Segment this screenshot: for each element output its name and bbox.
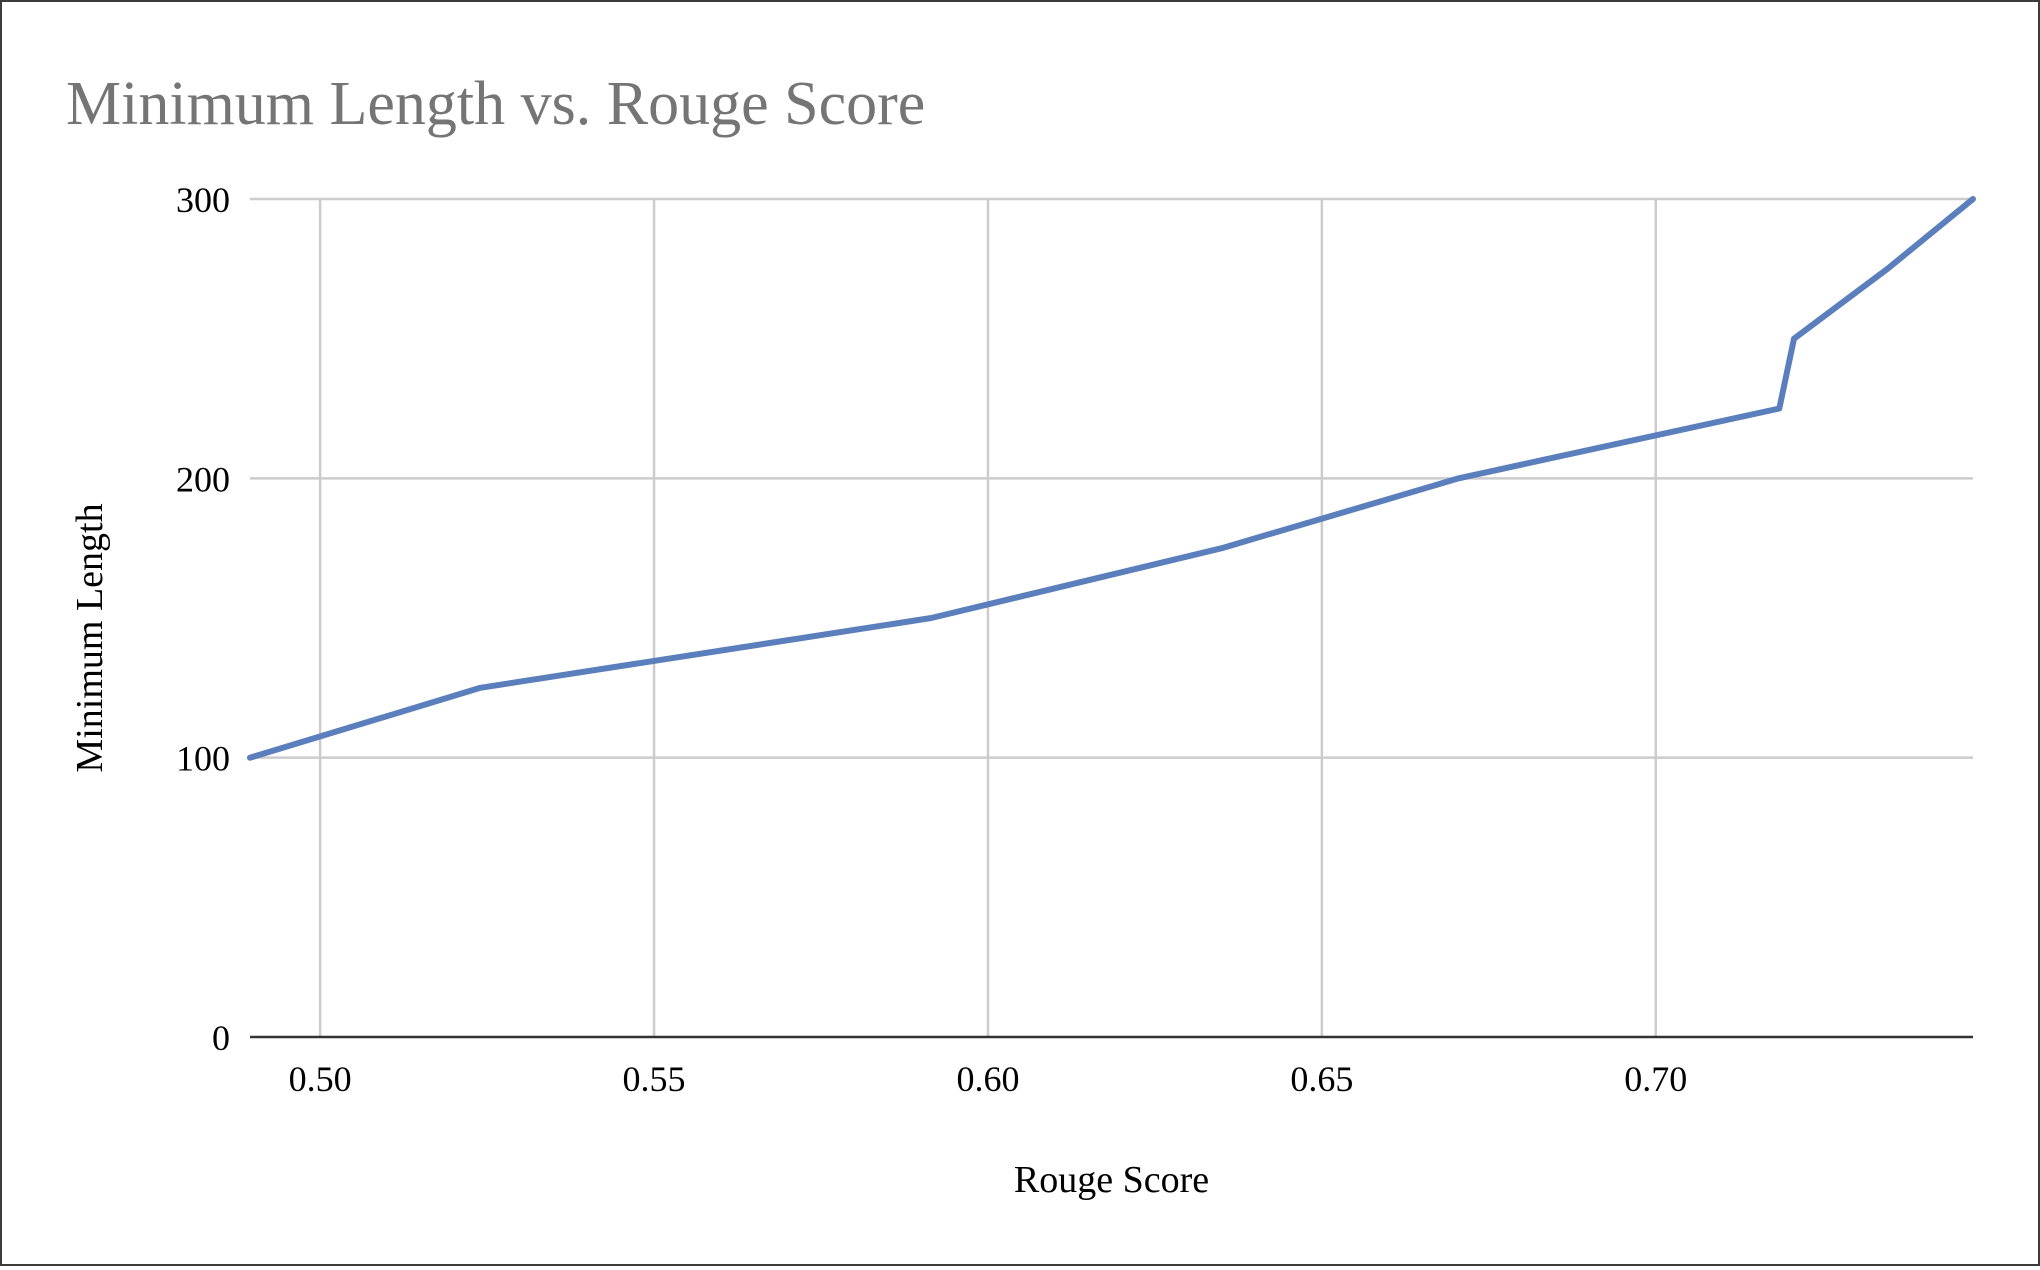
x-tick-label: 0.60	[956, 1059, 1019, 1099]
data-point	[1887, 268, 1888, 269]
y-axis-title: Minimum Length	[69, 503, 111, 772]
y-tick-label: 0	[212, 1018, 230, 1058]
x-tick-label: 0.55	[623, 1059, 686, 1099]
chart-title: Minimum Length vs. Rouge Score	[66, 70, 925, 138]
x-axis-title: Rouge Score	[1014, 1159, 1209, 1201]
data-point	[1794, 338, 1795, 339]
series-line	[247, 196, 1976, 761]
series-group	[247, 196, 1976, 761]
x-gridlines	[318, 199, 1658, 1037]
data-point	[1779, 408, 1780, 409]
data-point	[1458, 478, 1459, 479]
y-tick-label: 300	[176, 180, 230, 220]
y-gridlines	[250, 197, 1973, 759]
data-point	[1973, 199, 1974, 200]
data-point	[931, 618, 932, 619]
data-point	[480, 687, 481, 688]
y-tick-label: 200	[176, 459, 230, 499]
x-tick-label: 0.65	[1290, 1059, 1353, 1099]
y-tick-labels: 0 100 200 300	[176, 180, 230, 1058]
x-tick-labels: 0.50 0.55 0.60 0.65 0.70	[289, 1059, 1688, 1099]
x-tick-label: 0.70	[1624, 1059, 1687, 1099]
data-point	[250, 757, 251, 758]
y-tick-label: 100	[176, 739, 230, 779]
x-tick-label: 0.50	[289, 1059, 352, 1099]
data-point	[1221, 548, 1222, 549]
